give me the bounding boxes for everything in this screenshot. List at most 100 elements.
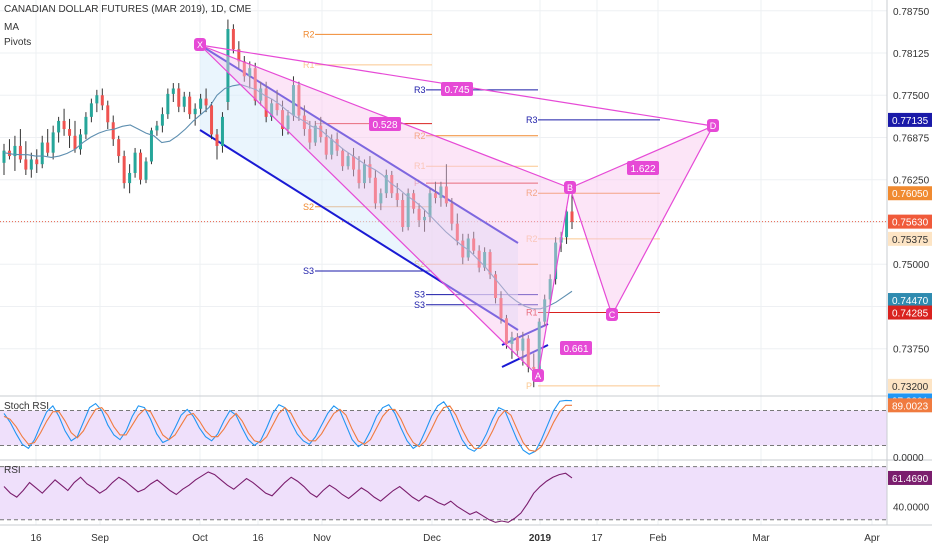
candle-body (357, 169, 361, 184)
candle-body (166, 93, 170, 115)
candle-body (51, 132, 55, 153)
candle-body (417, 208, 421, 221)
price-tick-label: 0.75000 (893, 260, 930, 271)
time-tick-label: Nov (313, 533, 331, 544)
rsi-band-fill (0, 466, 887, 520)
time-tick-label: Mar (752, 533, 770, 544)
candle-body (494, 274, 498, 298)
candle-body (275, 103, 279, 111)
channel-upper-line (199, 44, 519, 244)
pattern-xab-triangle (199, 44, 571, 378)
candle-body (384, 174, 388, 194)
candle-body (226, 29, 230, 102)
candle-body (139, 152, 143, 180)
candle-body (35, 159, 39, 165)
harmonic-pattern[interactable]: X A B C D 0.745 0.528 1.622 0.661 (194, 38, 719, 382)
pattern-point-label: C (609, 310, 616, 320)
candle-body (144, 161, 148, 180)
time-tick-label: 16 (252, 533, 264, 544)
stoch-tick-label: 0.0000 (893, 453, 924, 464)
candle-body (231, 29, 235, 50)
pattern-point-label: A (535, 371, 541, 381)
candle-body (483, 252, 487, 268)
candle-body (182, 96, 186, 107)
candle-body (160, 114, 164, 126)
pivot-label: R2 (526, 234, 538, 244)
price-tag (888, 398, 932, 413)
pattern-point-box (532, 369, 544, 382)
price-tick-label: 0.73750 (893, 345, 930, 356)
indicator-panes: Stoch RSI RSI (0, 395, 932, 523)
pivot-label: S3 (414, 290, 425, 300)
price-tag (888, 231, 932, 246)
price-tag (888, 305, 932, 320)
pivot-label: S3 (303, 266, 314, 276)
candle-body (412, 193, 416, 209)
rsi-tick-label: 40.0000 (893, 502, 930, 513)
candle-body (73, 135, 77, 150)
candle-body (24, 159, 28, 170)
candle-body (302, 115, 306, 130)
pivot-label: R1 (414, 161, 426, 171)
pattern-bcd-triangle (569, 124, 715, 317)
candle-body (117, 139, 121, 157)
fib-ratio-label: 1.622 (630, 164, 655, 175)
time-tick-label: 17 (591, 533, 603, 544)
candle-body (565, 211, 569, 238)
candle-body (204, 98, 208, 106)
candle-body (111, 122, 115, 140)
candle-body (171, 88, 175, 94)
fib-ratio-label: 0.661 (563, 344, 588, 355)
pattern-point-label: D (710, 121, 717, 131)
pivot-label: S3 (414, 300, 425, 310)
price-tag-label: 0.75630 (892, 218, 929, 229)
rsi-title: RSI (4, 465, 21, 476)
candle-body (543, 299, 547, 322)
candle-body (455, 223, 459, 241)
candle-body (193, 108, 197, 115)
pivot-label: R3 (414, 85, 426, 95)
candle-body (177, 88, 181, 107)
indicator-ma-label[interactable]: MA (4, 22, 19, 33)
candle-body (324, 137, 328, 155)
candle-body (313, 125, 317, 143)
pattern-point-box (564, 181, 576, 194)
candle-body (461, 240, 465, 258)
price-tag-label: 0.74285 (892, 309, 929, 320)
candle-body (515, 337, 519, 351)
price-tag (888, 470, 932, 485)
candle-body (242, 61, 246, 77)
candle-body (100, 95, 104, 106)
candle-body (220, 116, 224, 146)
candle-body (264, 88, 268, 117)
candle-body (270, 103, 274, 117)
price-tag-label: 0.76050 (892, 189, 929, 200)
candle-body (128, 172, 132, 184)
price-tag (888, 112, 932, 127)
pivot-label: R2 (303, 29, 315, 39)
candle-body (428, 193, 432, 217)
candle-body (352, 156, 356, 170)
chart-title: CANADIAN DOLLAR FUTURES (MAR 2019), 1D, … (4, 4, 252, 15)
time-tick-label: Feb (649, 533, 667, 544)
pivot-label: S2 (303, 202, 314, 212)
candle-body (346, 156, 350, 167)
candle-body (155, 125, 159, 131)
fib-ratio-box (627, 161, 659, 175)
price-tag-label: 61.4690 (892, 474, 929, 485)
candle-body (379, 193, 383, 204)
indicator-pivots-label[interactable]: Pivots (4, 37, 32, 48)
candle-body (84, 116, 88, 135)
candle-body (401, 200, 405, 228)
price-tag-label: 0.77135 (892, 116, 929, 127)
candle-body (450, 203, 454, 224)
candle-body (281, 110, 285, 130)
time-tick-label: 2019 (529, 533, 552, 544)
candle-body (133, 152, 137, 173)
candle-body (188, 96, 192, 115)
candle-body (362, 164, 366, 184)
candle-body (68, 129, 72, 136)
price-tag-label: 0.74470 (892, 296, 929, 307)
